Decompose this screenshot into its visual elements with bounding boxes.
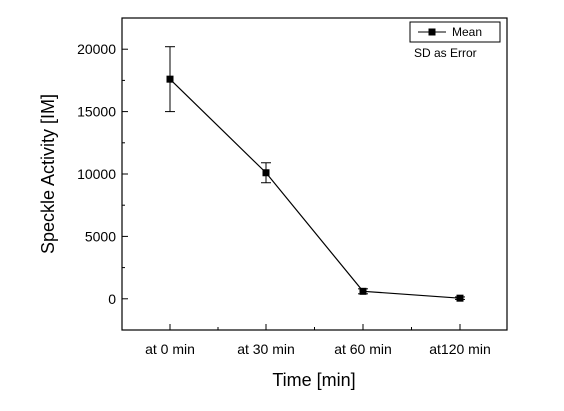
- plot-frame: [121, 17, 508, 331]
- data-point-marker: [359, 287, 367, 295]
- legend-mean-marker: [428, 28, 436, 36]
- y-axis-title: Speckle Activity [IM]: [38, 94, 58, 254]
- axes-layer: 0 5000 10000 15000 20000 at 0 min at 30 min at …: [77, 17, 508, 357]
- y-tick-label: 15000: [77, 104, 116, 120]
- legend-sd-label: SD as Error: [414, 46, 477, 60]
- data-point-marker: [166, 75, 174, 83]
- data-point-marker: [456, 294, 464, 302]
- legend-box: [409, 21, 501, 43]
- x-tick-label: at120 min: [429, 341, 490, 357]
- legend: Mean SD as Error: [409, 21, 501, 60]
- x-tick-label: at 30 min: [237, 341, 295, 357]
- series-layer: [165, 46, 465, 302]
- y-tick-label: 10000: [77, 166, 116, 182]
- y-tick-label: 5000: [85, 228, 116, 244]
- x-tick-label: at 0 min: [145, 341, 195, 357]
- data-point-marker: [262, 169, 270, 177]
- y-tick-label: 20000: [77, 41, 116, 57]
- y-tick-label: 0: [108, 291, 116, 307]
- x-axis-title: Time [min]: [272, 370, 355, 390]
- x-tick-label: at 60 min: [334, 341, 392, 357]
- legend-mean-label: Mean: [452, 25, 482, 39]
- series-line-mean: [169, 78, 461, 299]
